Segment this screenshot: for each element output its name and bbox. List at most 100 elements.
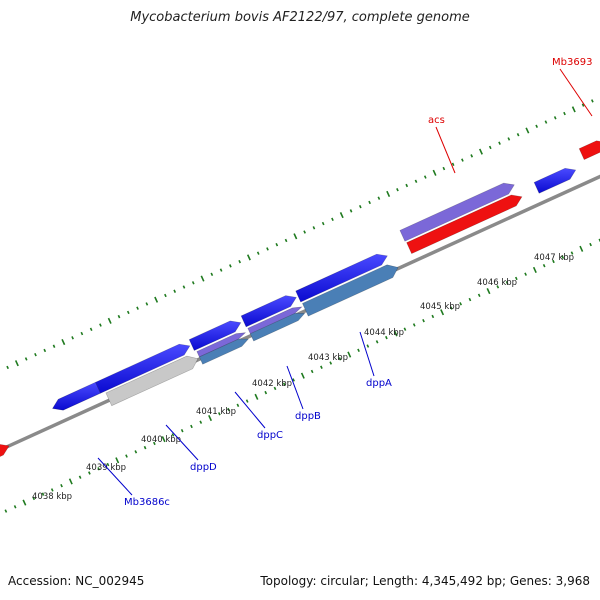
gene-acs-purple [399,182,515,242]
inner-tick [264,390,268,395]
gene-mb3686c [52,381,101,411]
scale-label: 4044 kbp [364,328,404,338]
inner-tick [486,288,491,295]
outer-tick [229,264,232,268]
leader-line-mb3686c [97,457,133,496]
outer-tick [293,233,298,240]
scale-label: 4040 kbp [141,435,181,445]
outer-tick [89,327,93,332]
outer-tick [516,133,520,137]
outer-tick [470,154,474,158]
inner-tick [477,293,481,298]
inner-tick [227,407,230,412]
outer-tick [43,348,47,353]
leader-line-dppa [359,331,375,377]
inner-tick [199,420,203,424]
gene-label-acs: acs [428,115,445,126]
outer-tick [581,103,585,107]
inner-tick [217,412,221,416]
highlight-steel-dppa [302,264,399,317]
gene-mb3693 [578,140,600,160]
outer-tick [126,310,130,315]
gene-label-mb3686c: Mb3686c [124,497,170,508]
inner-tick [505,280,509,285]
inner-tick [125,454,128,458]
inner-tick [440,309,445,316]
genome-summary: Topology: circular; Length: 4,345,492 bp… [260,574,590,588]
outer-tick [507,137,511,141]
outer-tick [24,357,28,361]
outer-tick [525,127,530,134]
outer-tick [461,158,464,162]
inner-tick [329,361,333,365]
outer-tick [52,344,56,348]
outer-tick [349,209,353,213]
outer-tick [219,268,223,272]
gene-dppb [240,295,297,328]
inner-tick [514,276,518,281]
outer-tick [386,190,391,198]
accession-text: Accession: NC_002945 [8,574,145,588]
gene-features [0,140,600,457]
inner-tick [561,255,565,259]
scale-label: 4038 kbp [32,492,72,502]
inner-tick [310,369,314,374]
outer-tick [173,289,177,293]
outer-tick [535,124,539,128]
inner-tick [589,242,592,247]
inner-tick [22,499,27,506]
gene-dppa [295,253,388,303]
gene-label-dppc: dppC [257,430,283,441]
inner-tick [422,319,425,323]
inner-tick [143,445,147,450]
outer-tick [479,148,483,155]
outer-tick [312,226,316,230]
inner-tick [171,433,175,437]
inner-tick [180,428,184,433]
inner-tick [41,492,45,496]
outer-tick [432,169,437,176]
inner-tick [13,505,17,509]
inner-tick [393,330,398,337]
outer-tick [200,275,205,282]
map-title: Mycobacterium bovis AF2122/97, complete … [130,10,470,25]
inner-tick [524,272,527,276]
gene-dppd [95,343,191,394]
inner-tick [153,441,156,446]
outer-tick [107,317,112,324]
inner-tick [347,351,352,358]
inner-tick [254,393,259,400]
scale-label: 4045 kbp [420,302,460,312]
inner-tick [190,424,193,429]
outer-tick [442,166,446,171]
outer-tick [71,336,74,340]
inner-tick [403,327,407,331]
inner-tick [496,285,500,289]
scale-label: 4039 kbp [86,463,126,473]
gene-right-blue [533,167,577,194]
inner-tick [450,306,453,310]
outer-tick [423,175,427,179]
inner-tick [552,259,555,264]
inner-tick [134,450,138,454]
feature-labels: 4038 kbp 4039 kbp 4040 kbp 4041 kbp 4042 kbp… [32,57,592,508]
gene-left-red [0,444,10,457]
outer-tick [164,293,167,298]
outer-tick [238,259,242,264]
outer-tick [396,188,399,192]
inner-tick [412,323,416,327]
inner-tick [208,414,213,422]
inner-tick [357,348,360,353]
outer-tick [266,247,269,251]
leader-line-mb3693 [559,68,593,117]
gene-acs-red [406,194,523,254]
outer-tick [339,212,344,219]
outer-tick [6,365,9,370]
gene-label-dppb: dppB [295,411,321,422]
outer-tick [331,217,334,222]
inner-tick [78,475,82,479]
outer-tick [544,120,548,124]
gene-label-dppd: dppD [190,462,217,473]
inner-tick [366,344,370,348]
